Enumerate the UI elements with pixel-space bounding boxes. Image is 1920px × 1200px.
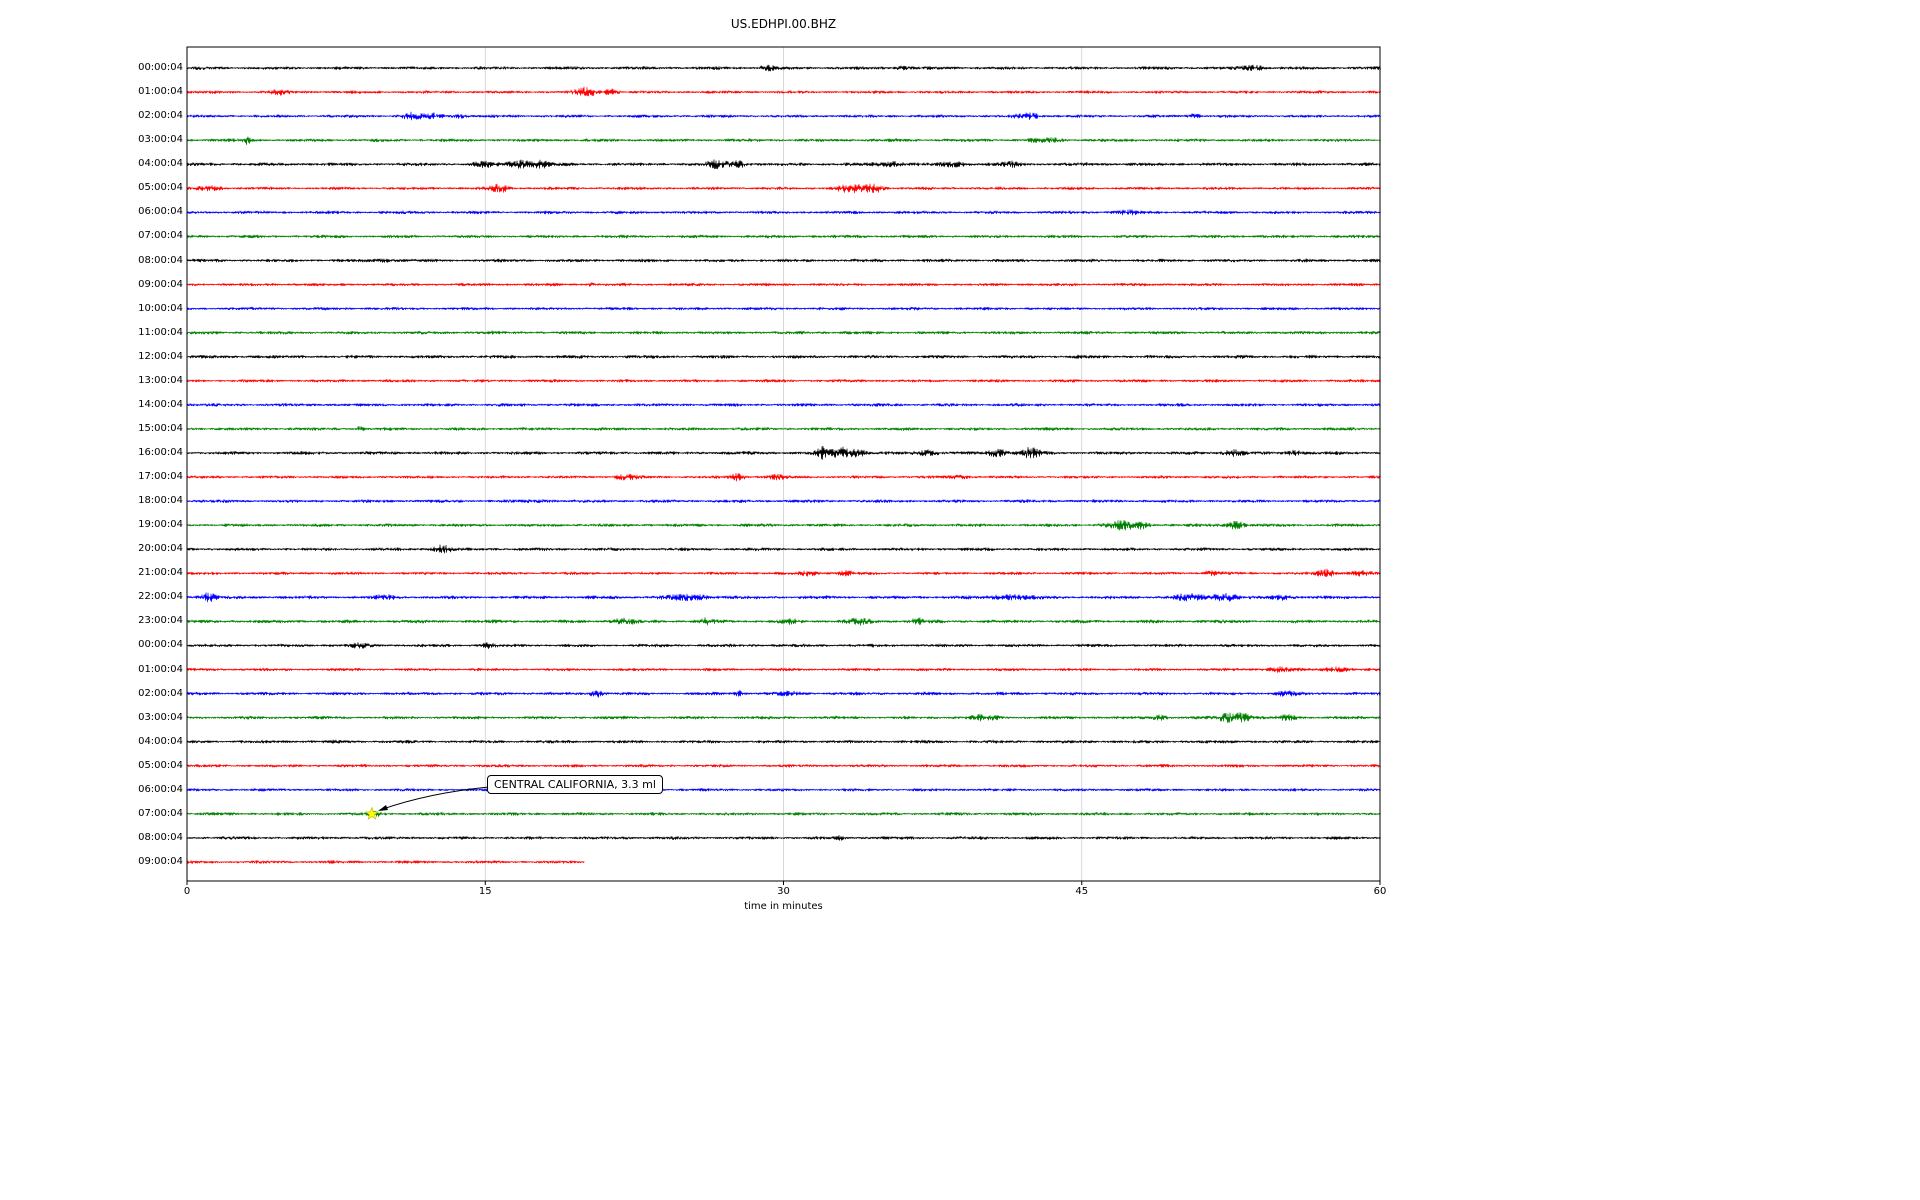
trace-row-28: [186, 739, 1381, 744]
trace-row-20: [186, 544, 1381, 554]
x-axis-label: time in minutes: [744, 901, 823, 912]
trace-row-2: [186, 111, 1381, 121]
row-label: 11:00:04: [138, 326, 183, 338]
trace-row-19: [186, 519, 1381, 531]
x-tick-label: 60: [1373, 886, 1387, 897]
x-tick-label: 0: [183, 886, 191, 897]
trace-row-31: [186, 810, 1381, 817]
row-label: 23:00:04: [138, 615, 183, 627]
trace-row-26: [186, 690, 1381, 698]
trace-row-5: [186, 183, 1381, 194]
trace-row-7: [186, 234, 1381, 239]
trace-row-27: [186, 712, 1381, 723]
row-label: 07:00:04: [138, 230, 183, 242]
trace-row-9: [186, 282, 1381, 287]
annotation-arrow: [379, 786, 490, 811]
trace-row-3: [186, 136, 1381, 146]
plot-title: US.EDHPI.00.BHZ: [730, 17, 837, 31]
row-label: 05:00:04: [138, 759, 183, 771]
event-star-icon: [364, 806, 379, 820]
trace-row-33: [186, 860, 585, 864]
row-label: 03:00:04: [138, 134, 183, 146]
trace-row-6: [186, 209, 1381, 216]
row-label: 19:00:04: [138, 519, 183, 531]
row-label: 00:00:04: [138, 62, 183, 73]
trace-row-24: [186, 642, 1381, 650]
row-label: 08:00:04: [138, 831, 183, 843]
row-label: 16:00:04: [138, 447, 183, 458]
trace-row-10: [186, 306, 1381, 311]
row-label: 02:00:04: [138, 687, 183, 699]
trace-row-25: [186, 666, 1381, 673]
trace-row-13: [186, 378, 1381, 383]
row-label: 02:00:04: [138, 110, 183, 122]
trace-row-29: [186, 763, 1381, 768]
trace-row-15: [186, 425, 1381, 432]
row-label: 01:00:04: [138, 663, 183, 675]
row-label: 15:00:04: [138, 422, 183, 434]
row-label: 01:00:04: [138, 86, 183, 98]
trace-row-32: [186, 835, 1381, 841]
row-label: 14:00:04: [138, 398, 183, 410]
row-label: 03:00:04: [138, 711, 183, 723]
row-label: 21:00:04: [138, 567, 183, 579]
trace-row-23: [186, 617, 1381, 626]
event-annotation: CENTRAL CALIFORNIA, 3.3 ml: [487, 775, 663, 794]
row-label: 07:00:04: [138, 807, 183, 819]
row-label: 10:00:04: [138, 302, 183, 314]
trace-row-16: [186, 445, 1381, 460]
row-label: 20:00:04: [138, 543, 183, 555]
row-label: 09:00:04: [138, 278, 183, 290]
row-label: 08:00:04: [138, 254, 183, 266]
row-label: 17:00:04: [138, 471, 183, 482]
trace-row-14: [186, 402, 1381, 407]
x-tick-label: 15: [478, 886, 492, 897]
trace-row-8: [186, 258, 1381, 263]
row-label: 22:00:04: [138, 591, 183, 603]
row-label: 00:00:04: [138, 639, 183, 651]
row-label: 09:00:04: [138, 856, 183, 867]
trace-row-4: [186, 159, 1381, 170]
trace-row-17: [186, 472, 1381, 482]
row-label: 18:00:04: [138, 495, 183, 507]
trace-row-0: [186, 64, 1381, 72]
x-tick-label: 45: [1075, 886, 1089, 897]
x-tick-label: 30: [777, 886, 790, 897]
row-label: 05:00:04: [138, 182, 183, 194]
trace-row-1: [186, 86, 1381, 97]
trace-row-30: [186, 787, 1381, 792]
trace-row-21: [186, 568, 1381, 577]
trace-row-18: [186, 498, 1381, 504]
row-label: 06:00:04: [138, 206, 183, 218]
trace-row-11: [186, 330, 1381, 335]
trace-row-22: [186, 592, 1381, 603]
row-label: 04:00:04: [138, 735, 183, 747]
row-label: 13:00:04: [138, 374, 183, 386]
row-label: 12:00:04: [138, 350, 183, 362]
annotation-arrowhead: [378, 805, 388, 811]
row-label: 04:00:04: [138, 158, 183, 170]
trace-row-12: [186, 354, 1381, 359]
row-label: 06:00:04: [138, 783, 183, 795]
